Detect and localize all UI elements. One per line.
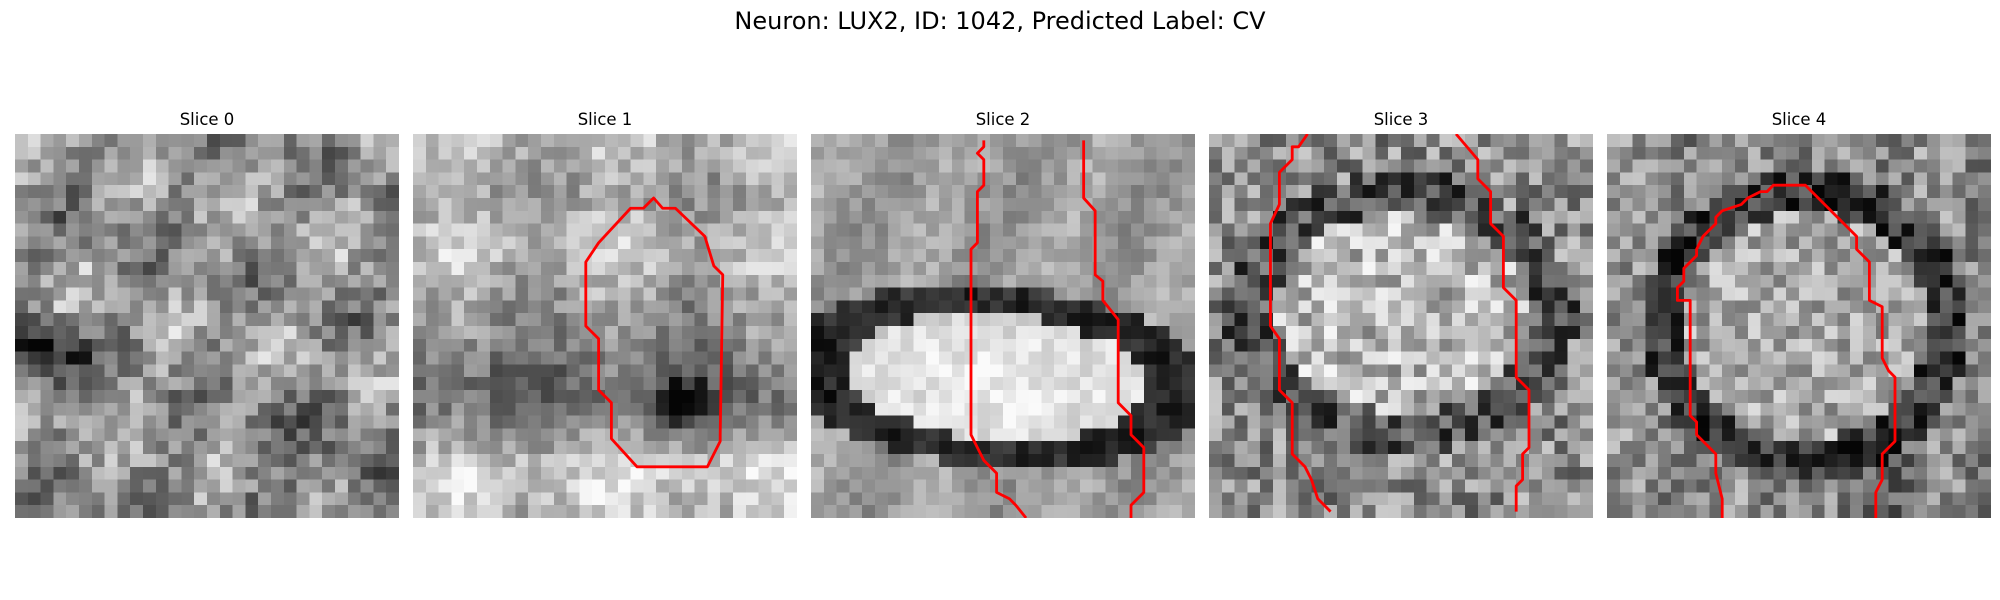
panel-title: Slice 3 (1373, 110, 1429, 129)
contour-outline (1269, 134, 1332, 513)
slice-image (413, 134, 797, 518)
panel-slice-0: Slice 0 (15, 108, 399, 518)
panel-slice-4: Slice 4 (1607, 108, 1991, 518)
contour-outline (969, 140, 1028, 518)
slice-image (811, 134, 1195, 518)
panel-title: Slice 2 (975, 110, 1031, 129)
contour-outline (584, 196, 725, 469)
contour-outline (1675, 183, 1897, 518)
figure-title: Neuron: LUX2, ID: 1042, Predicted Label:… (734, 7, 1266, 35)
contour-outline (1082, 140, 1146, 518)
panel-slice-1: Slice 1 (413, 108, 797, 518)
slice-image (1607, 134, 1991, 518)
panel-slice-2: Slice 2 (811, 108, 1195, 518)
contour-outline (1454, 134, 1531, 512)
panel-title: Slice 4 (1771, 110, 1827, 129)
panel-title: Slice 0 (179, 110, 235, 129)
panel-slice-3: Slice 3 (1209, 108, 1593, 518)
slice-image (1209, 134, 1593, 518)
panel-title: Slice 1 (577, 110, 633, 129)
slice-image (15, 134, 399, 518)
